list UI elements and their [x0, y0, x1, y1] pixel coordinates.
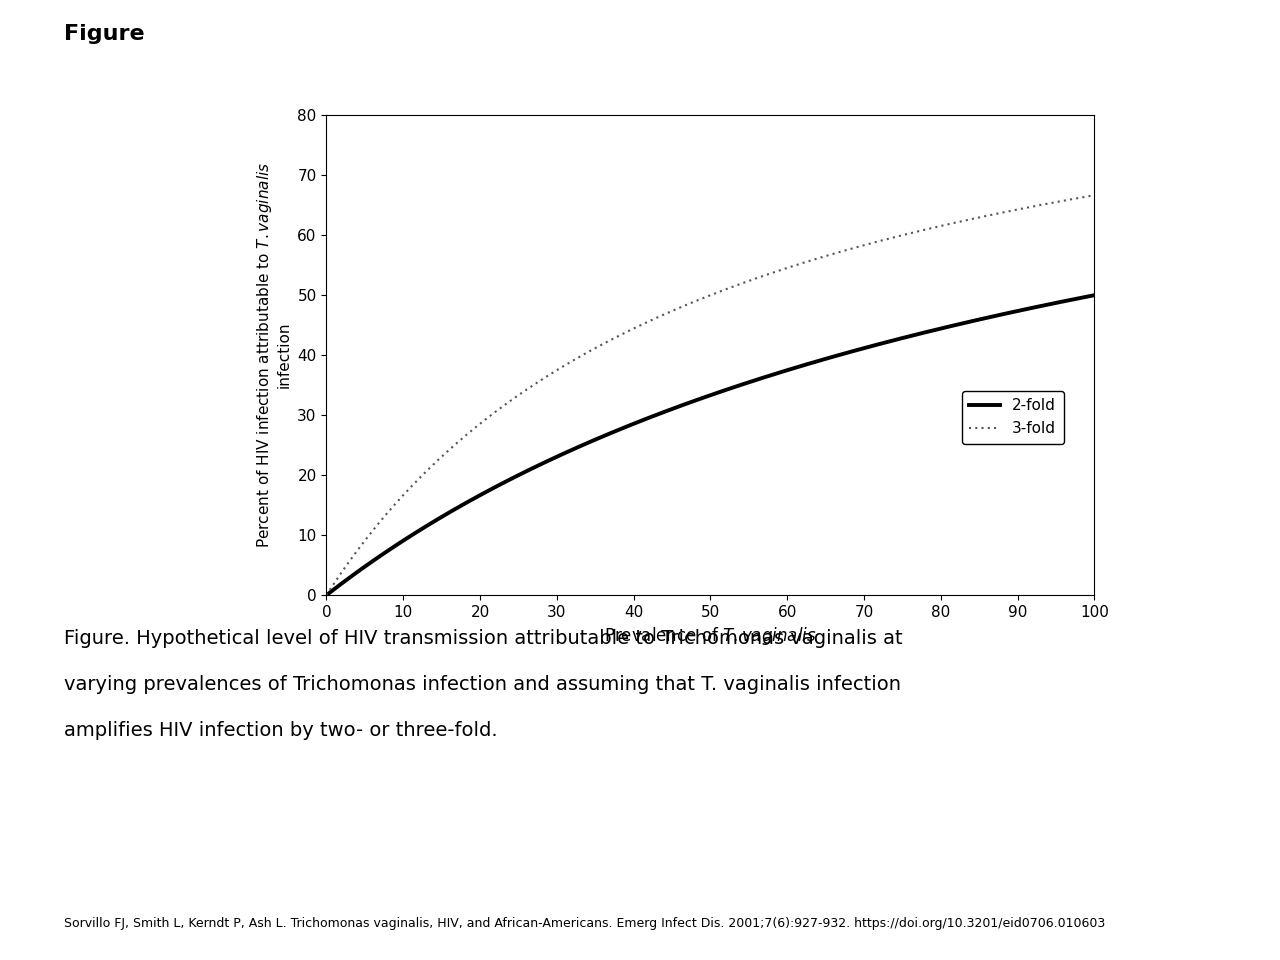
Line: 2-fold: 2-fold [326, 296, 1094, 595]
3-fold [358, 534, 374, 545]
3-fold [923, 223, 938, 234]
Text: Figure. Hypothetical level of HIV transmission attributable to Trichomonas vagin: Figure. Hypothetical level of HIV transm… [64, 629, 902, 648]
Line: 3-fold: 3-fold [326, 195, 1094, 595]
2-fold [319, 589, 334, 601]
2-fold [923, 325, 938, 337]
Text: Sorvillo FJ, Smith L, Kerndt P, Ash L. Trichomonas vaginalis, HIV, and African-A: Sorvillo FJ, Smith L, Kerndt P, Ash L. T… [64, 917, 1105, 930]
2-fold [1065, 294, 1080, 305]
Text: Figure: Figure [64, 24, 145, 44]
Y-axis label: Percent of HIV infection attributable to $\it{T. vaginalis}$
infection: Percent of HIV infection attributable to… [255, 162, 292, 548]
3-fold [672, 302, 687, 314]
Text: varying prevalences of Trichomonas infection and assuming that T. vaginalis infe: varying prevalences of Trichomonas infec… [64, 675, 901, 694]
Legend: 2-fold, 3-fold: 2-fold, 3-fold [961, 391, 1064, 444]
X-axis label: Prevalence of $\it{T. vaginalis}$: Prevalence of $\it{T. vaginalis}$ [604, 626, 817, 647]
3-fold [1064, 194, 1079, 205]
2-fold [1087, 290, 1102, 301]
2-fold [692, 394, 708, 405]
2-fold [672, 400, 687, 412]
3-fold [1087, 189, 1102, 201]
3-fold [692, 294, 708, 305]
2-fold [1064, 294, 1079, 305]
3-fold [319, 589, 334, 601]
3-fold [1065, 193, 1080, 204]
Text: amplifies HIV infection by two- or three-fold.: amplifies HIV infection by two- or three… [64, 721, 498, 740]
2-fold [358, 561, 374, 572]
